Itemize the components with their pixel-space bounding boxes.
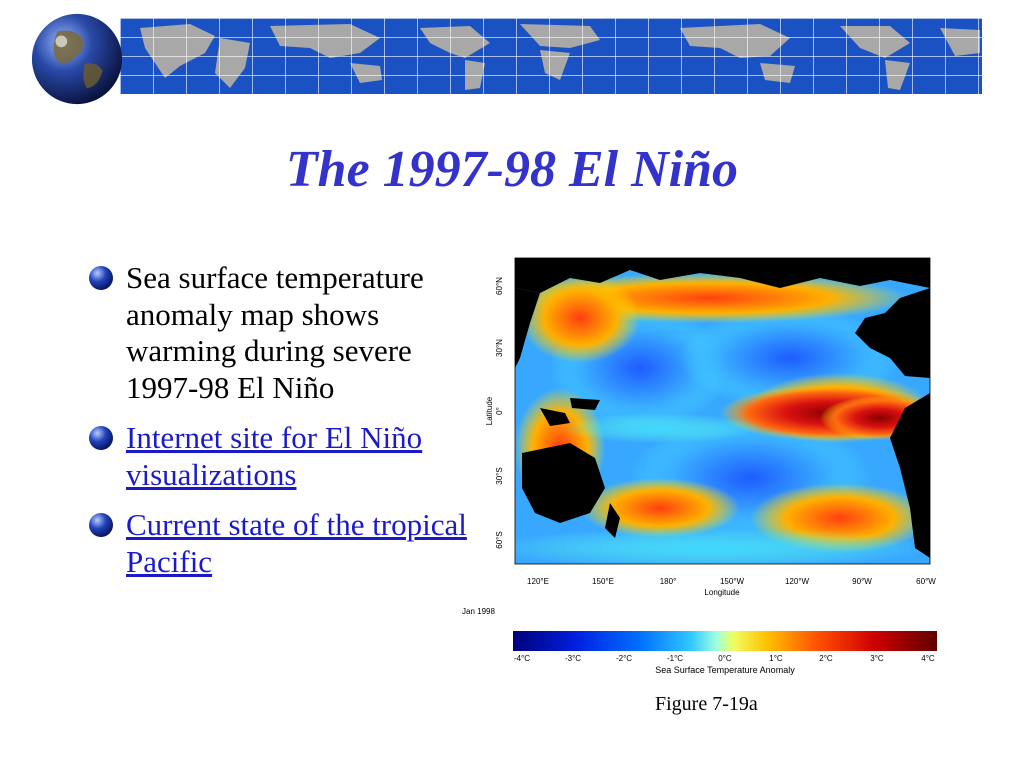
- colorbar-tick-label: 4°C: [921, 654, 935, 663]
- sst-anomaly-map-figure: 60°N 30°N 0° 30°S 60°S Latitude 120°E 15…: [462, 257, 937, 675]
- bullet-list: Sea surface temperature anomaly map show…: [88, 260, 488, 594]
- latitude-ticks: 60°N 30°N 0° 30°S 60°S: [495, 277, 504, 549]
- colorbar-tick-label: -1°C: [667, 654, 683, 663]
- x-axis-label: Longitude: [704, 588, 740, 597]
- figure-caption: Figure 7-19a: [655, 693, 758, 715]
- x-tick-label: 150°E: [592, 577, 614, 586]
- x-tick-label: 90°W: [852, 577, 872, 586]
- x-tick-label: 150°W: [720, 577, 745, 586]
- sphere-bullet-icon: [89, 513, 113, 537]
- colorbar-tick-label: 3°C: [870, 654, 884, 663]
- colorbar-tick-label: 0°C: [718, 654, 732, 663]
- colorbar: [513, 631, 937, 651]
- slide-title: The 1997-98 El Niño: [285, 141, 739, 198]
- y-tick-label: 60°N: [495, 277, 504, 295]
- y-tick-label: 60°S: [495, 531, 504, 548]
- colorbar-tick-label: -3°C: [565, 654, 581, 663]
- sphere-bullet-icon: [89, 266, 113, 290]
- x-tick-label: 120°W: [785, 577, 810, 586]
- bullet-item: Current state of the tropical Pacific: [88, 507, 488, 580]
- y-tick-label: 30°S: [495, 467, 504, 484]
- y-axis-label: Latitude: [485, 396, 494, 425]
- tropical-pacific-link[interactable]: Current state of the tropical Pacific: [126, 507, 467, 579]
- globe-icon: [31, 13, 123, 105]
- bullet-text: Sea surface temperature anomaly map show…: [126, 260, 424, 405]
- sphere-bullet-icon: [89, 426, 113, 450]
- colorbar-tick-label: 1°C: [769, 654, 783, 663]
- bullet-item: Sea surface temperature anomaly map show…: [88, 260, 488, 406]
- colorbar-tick-label: -2°C: [616, 654, 632, 663]
- date-label: Jan 1998: [462, 607, 495, 616]
- colorbar-tick-label: -4°C: [514, 654, 530, 663]
- sst-anomaly-field: [515, 258, 930, 564]
- x-tick-label: 120°E: [527, 577, 549, 586]
- colorbar-ticks: -4°C -3°C -2°C -1°C 0°C 1°C 2°C 3°C 4°C: [514, 654, 935, 663]
- land-mask: [515, 258, 930, 558]
- x-tick-label: 60°W: [916, 577, 936, 586]
- world-map-banner: [120, 18, 982, 94]
- longitude-ticks: 120°E 150°E 180° 150°W 120°W 90°W 60°W: [527, 577, 936, 586]
- colorbar-tick-label: 2°C: [819, 654, 833, 663]
- el-nino-visualizations-link[interactable]: Internet site for El Niño visualizations: [126, 420, 423, 492]
- x-tick-label: 180°: [660, 577, 677, 586]
- y-tick-label: 30°N: [495, 339, 504, 357]
- colorbar-label: Sea Surface Temperature Anomaly: [655, 665, 795, 675]
- bullet-item: Internet site for El Niño visualizations: [88, 420, 488, 493]
- y-tick-label: 0°: [495, 407, 504, 415]
